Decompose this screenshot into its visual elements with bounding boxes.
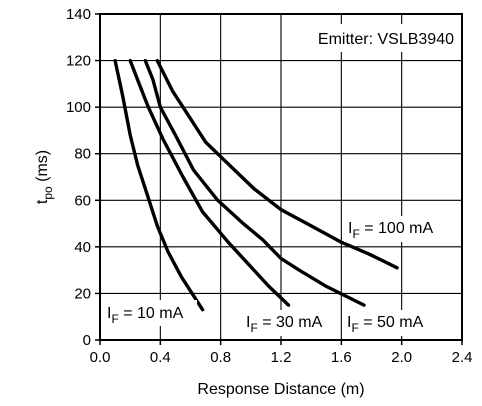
x-tick-label: 0.0 (90, 349, 111, 366)
y-tick-label: 140 (66, 6, 91, 23)
plot-frame (99, 13, 463, 341)
y-tick-label: 40 (74, 239, 91, 256)
series-label-100ma-text: IF = 100 mA (348, 220, 434, 241)
series-line-50ma (143, 58, 366, 307)
x-tick-label: 2.0 (391, 349, 412, 366)
series-label-10ma-main: I (107, 305, 111, 322)
y-axis-title: tpo (ms) (34, 150, 55, 204)
y-tick-label: 60 (74, 192, 91, 209)
series-label-50ma-background (343, 310, 441, 336)
y-tick-labels: 0 20 40 60 80 100 120 140 (66, 6, 91, 349)
x-tick-label: 2.4 (452, 349, 473, 366)
series-label-30ma-main: I (246, 314, 250, 331)
y-tick-label: 20 (74, 285, 91, 302)
x-tick-labels: 0.0 0.4 0.8 1.2 1.6 2.0 2.4 (90, 349, 473, 366)
x-tick-label: 0.8 (210, 349, 231, 366)
y-tick-label: 100 (66, 99, 91, 116)
x-tick-label: 1.6 (331, 349, 352, 366)
series-label-10ma: IF = 10 mA (103, 300, 197, 326)
series-label-50ma-value: = 50 mA (359, 314, 424, 331)
series-label-100ma-value: = 100 mA (360, 220, 434, 237)
annotation-background (286, 24, 458, 52)
series-label-10ma-value: = 10 mA (119, 305, 184, 322)
series-label-50ma-text: IF = 50 mA (347, 314, 424, 335)
y-axis-title-unit: (ms) (34, 150, 51, 186)
series-label-50ma: IF = 50 mA (343, 310, 441, 336)
series-label-100ma-main: I (348, 220, 352, 237)
series-label-100ma-sub: F (352, 227, 359, 241)
grid (100, 14, 462, 340)
series-label-30ma-value: = 30 mA (258, 314, 323, 331)
series-line-100ma (155, 58, 399, 270)
series-layer (113, 58, 399, 312)
y-axis-title-sub: po (41, 186, 55, 200)
annotation-emitter: Emitter: VSLB3940 (318, 31, 454, 48)
series-label-10ma-text: IF = 10 mA (107, 305, 184, 326)
x-tick-label: 0.4 (150, 349, 171, 366)
series-label-30ma-sub: F (250, 321, 257, 335)
series-label-30ma: IF = 30 mA (241, 310, 337, 336)
x-tick-label: 1.2 (271, 349, 292, 366)
series-line-30ma (128, 58, 291, 307)
y-tick-label: 80 (74, 146, 91, 163)
y-tick-label: 0 (83, 332, 91, 349)
series-label-30ma-text: IF = 30 mA (246, 314, 323, 335)
y-tick-label: 120 (66, 53, 91, 70)
series-label-50ma-sub: F (351, 321, 358, 335)
series-label-100ma-background (344, 216, 448, 242)
series-label-50ma-main: I (347, 314, 351, 331)
x-axis-title: Response Distance (m) (197, 381, 364, 398)
series-label-30ma-background (241, 310, 337, 336)
series-line-10ma (113, 58, 205, 312)
series-label-100ma: IF = 100 mA (344, 216, 448, 242)
y-axis-title-main: t (34, 199, 51, 204)
series-label-10ma-sub: F (111, 312, 118, 326)
series-label-10ma-background (103, 300, 197, 326)
